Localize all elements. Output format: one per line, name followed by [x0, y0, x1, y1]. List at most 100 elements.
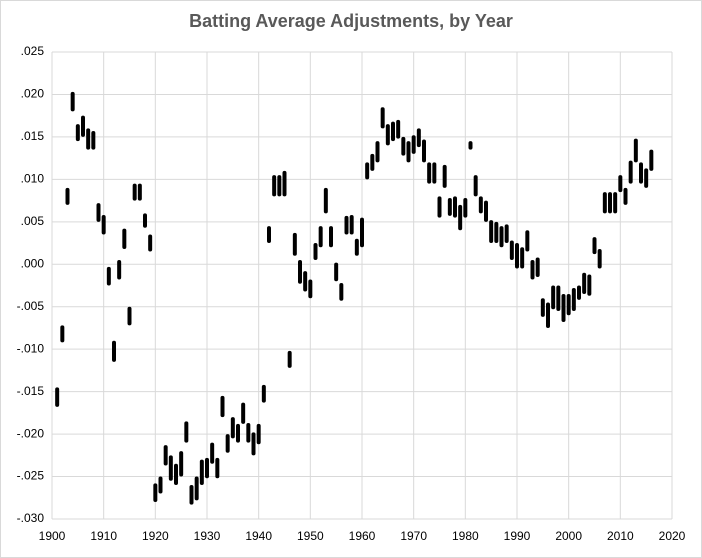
y-tick-label: .000 — [21, 256, 45, 270]
range-bar — [360, 217, 364, 248]
range-bar — [55, 387, 60, 407]
range-bar — [70, 91, 75, 112]
range-bar — [515, 243, 519, 269]
range-bar — [649, 149, 654, 171]
range-bar — [210, 442, 215, 464]
range-bar — [499, 226, 504, 248]
range-bar — [385, 124, 390, 146]
y-tick-label: -.030 — [17, 511, 45, 525]
range-bar — [577, 285, 581, 300]
range-bar — [473, 175, 478, 197]
y-tick-label: .020 — [21, 87, 45, 101]
range-bar — [437, 196, 442, 218]
range-bar — [225, 434, 230, 453]
x-tick-label: 2010 — [607, 529, 634, 543]
range-bar — [602, 192, 607, 214]
x-tick-label: 1900 — [39, 529, 66, 543]
range-bar — [639, 162, 643, 184]
chart-title: Batting Average Adjustments, by Year — [189, 11, 513, 31]
range-bar — [334, 262, 339, 282]
range-bar — [298, 260, 302, 284]
y-tick-label: .010 — [21, 172, 45, 186]
range-bar — [272, 175, 277, 197]
range-bar — [530, 260, 535, 280]
range-bar — [158, 476, 163, 494]
range-bar — [323, 187, 328, 214]
range-bar — [292, 232, 297, 256]
range-bar — [106, 266, 111, 286]
range-bar — [509, 240, 514, 261]
range-bar — [401, 136, 406, 156]
range-bar — [489, 220, 494, 244]
y-tick-label: -.010 — [17, 341, 45, 355]
range-bar — [458, 204, 463, 231]
range-bar — [504, 224, 509, 244]
range-bar — [463, 198, 468, 218]
y-tick-label: .025 — [21, 44, 45, 58]
range-bar — [287, 350, 292, 368]
range-bar — [308, 279, 313, 299]
range-bar — [442, 164, 447, 188]
range-bar — [494, 221, 499, 244]
range-bar — [143, 213, 147, 228]
range-bar — [60, 325, 65, 343]
range-bar — [282, 170, 287, 197]
y-tick-label: -.025 — [17, 469, 45, 483]
range-bar — [148, 234, 153, 252]
range-bar — [608, 192, 612, 214]
range-bar — [391, 121, 395, 142]
range-bar — [184, 421, 189, 443]
range-bar — [303, 271, 308, 292]
range-bar — [587, 274, 592, 296]
range-bar — [236, 423, 240, 443]
range-bar — [163, 445, 168, 466]
range-bar — [628, 160, 633, 184]
range-bar — [75, 124, 80, 142]
range-bar — [354, 238, 359, 256]
range-bar — [411, 135, 416, 154]
range-bar — [546, 302, 550, 328]
range-bar — [571, 288, 576, 311]
range-bar — [267, 226, 271, 244]
x-tick-label: 2000 — [555, 529, 582, 543]
range-bar — [613, 192, 618, 214]
range-bar — [468, 141, 473, 150]
range-bar — [101, 215, 106, 235]
range-bar — [199, 459, 204, 486]
range-bar — [205, 457, 209, 479]
x-tick-label: 1940 — [245, 529, 272, 543]
y-tick-label: -.020 — [17, 426, 45, 440]
range-bar — [189, 485, 194, 505]
range-bar — [179, 451, 184, 477]
range-bar — [453, 196, 457, 218]
range-bar — [380, 107, 385, 129]
range-bar — [122, 228, 127, 249]
range-bar — [561, 293, 566, 323]
x-tick-label: 1920 — [142, 529, 169, 543]
range-bar — [556, 285, 561, 311]
range-bar — [86, 128, 91, 150]
range-bar — [447, 198, 452, 216]
range-bar — [65, 187, 70, 205]
range-bar — [633, 138, 638, 163]
range-bar — [256, 423, 261, 445]
range-bar — [96, 203, 101, 222]
x-tick-label: 1970 — [400, 529, 427, 543]
range-bar — [91, 130, 96, 150]
range-bar — [137, 183, 142, 201]
range-bar — [427, 162, 432, 184]
range-bar — [520, 247, 525, 269]
range-bar — [313, 243, 318, 261]
range-bar — [597, 248, 602, 269]
range-bar — [246, 423, 251, 443]
range-bar — [422, 139, 426, 163]
range-bar — [582, 272, 587, 294]
range-bar — [277, 175, 282, 197]
x-tick-label: 1980 — [452, 529, 479, 543]
range-bar — [618, 175, 623, 193]
range-bar — [127, 306, 132, 326]
range-bar — [81, 115, 85, 137]
range-bar — [349, 215, 354, 235]
